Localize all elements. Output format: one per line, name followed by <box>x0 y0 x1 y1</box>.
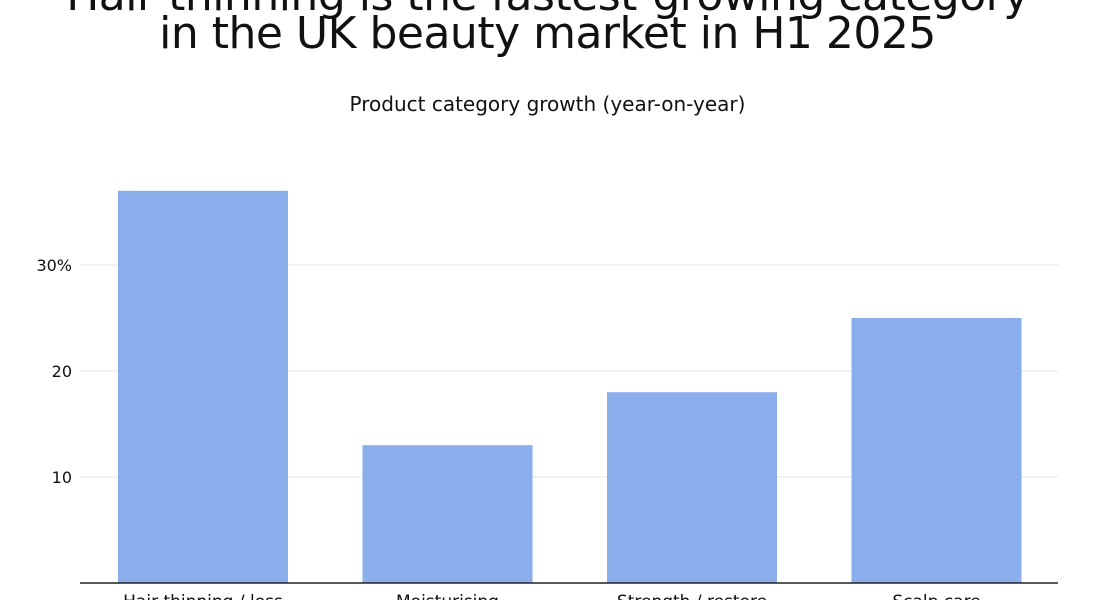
bars <box>118 190 1022 584</box>
page-title-line-2: in the UK beauty market in H1 2025 <box>159 8 936 59</box>
labels: 10 20 30% Hair thinning / loss Moisturising S… <box>36 256 980 600</box>
bar-2 <box>607 392 777 583</box>
x-category-label-1: Moisturising <box>396 592 499 600</box>
bar-0 <box>118 190 288 584</box>
y-tick-label-30: 30% <box>36 256 72 275</box>
x-category-label-3: Scalp care <box>892 592 980 600</box>
bar-3 <box>851 318 1022 583</box>
bar-1 <box>362 445 533 583</box>
y-tick-label-20: 20 <box>52 362 72 381</box>
chart-title: Product category growth (year-on-year) <box>349 92 746 116</box>
x-category-label-0: Hair thinning / loss <box>123 592 283 600</box>
page-title-line-1: Hair thinning is the fastest-growing cat… <box>0 0 1095 18</box>
y-tick-label-10: 10 <box>52 468 72 487</box>
x-category-label-2: Strength / restore <box>617 592 767 600</box>
